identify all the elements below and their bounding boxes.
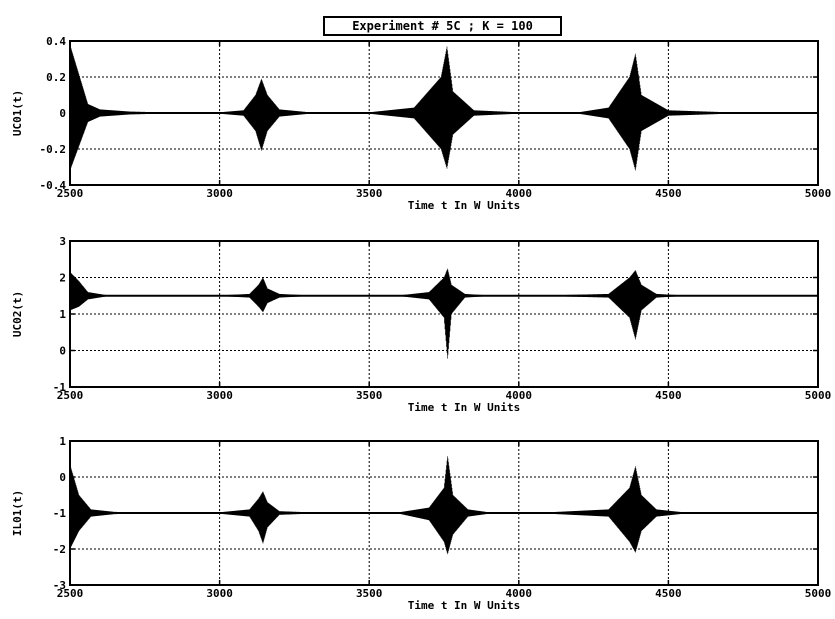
y-tick-label: 2 bbox=[59, 272, 66, 285]
y-tick-label: -0.4 bbox=[40, 179, 67, 192]
x-axis-label: Time t In W Units bbox=[408, 401, 521, 414]
y-tick-label: -2 bbox=[53, 543, 66, 556]
y-tick-label: 0.4 bbox=[46, 35, 66, 48]
chart-panel-3: 2500 3000 3500 4000 4500 5000 -3 -2 -1 0 1 Time t I… bbox=[11, 435, 831, 612]
x-tick-label: 4500 bbox=[655, 389, 682, 402]
x-tick-label: 2500 bbox=[57, 389, 84, 402]
y-tick-label: -0.2 bbox=[40, 143, 67, 156]
series-line bbox=[69, 456, 819, 555]
y-tick-label: 0.2 bbox=[46, 71, 66, 84]
y-tick-label: 0 bbox=[59, 107, 66, 120]
y-axis-label: UC01(t) bbox=[11, 90, 24, 136]
x-axis-label: Time t In W Units bbox=[408, 599, 521, 612]
y-tick-label: -1 bbox=[53, 507, 67, 520]
y-tick-label: 1 bbox=[59, 435, 66, 448]
x-tick-label: 5000 bbox=[805, 587, 832, 600]
x-tick-label: 3000 bbox=[206, 389, 233, 402]
x-tick-label: 3500 bbox=[356, 187, 383, 200]
chart-panel-1: 2500 3000 3500 4000 4500 5000 -0.4 -0.2 0 0.2 0.4 T… bbox=[11, 35, 831, 212]
chart-panel-2: 2500 3000 3500 4000 4500 5000 -1 0 1 2 3 Time t In … bbox=[11, 235, 831, 414]
y-tick-label: -3 bbox=[53, 579, 66, 592]
x-tick-label: 4000 bbox=[506, 587, 533, 600]
x-tick-label: 2500 bbox=[57, 587, 84, 600]
x-tick-label: 4500 bbox=[655, 587, 682, 600]
x-axis-label: Time t In W Units bbox=[408, 199, 521, 212]
y-tick-label: 3 bbox=[59, 235, 66, 248]
x-tick-label: 5000 bbox=[805, 187, 832, 200]
x-tick-label: 4000 bbox=[506, 389, 533, 402]
x-tick-label: 3000 bbox=[206, 587, 233, 600]
x-tick-label: 4500 bbox=[655, 187, 682, 200]
x-tick-label: 3500 bbox=[356, 587, 383, 600]
y-tick-label: 0 bbox=[59, 471, 66, 484]
x-tick-label: 3500 bbox=[356, 389, 383, 402]
y-axis-label: IL01(t) bbox=[11, 490, 24, 536]
series-line bbox=[69, 44, 819, 171]
x-tick-label: 5000 bbox=[805, 389, 832, 402]
x-tick-label: 2500 bbox=[57, 187, 84, 200]
x-tick-label: 4000 bbox=[506, 187, 533, 200]
y-axis-label: UC02(t) bbox=[11, 291, 24, 337]
y-tick-label: -1 bbox=[53, 381, 67, 394]
x-tick-label: 3000 bbox=[206, 187, 233, 200]
y-tick-label: 0 bbox=[59, 345, 66, 358]
y-tick-label: 1 bbox=[59, 308, 66, 321]
chart-title: Experiment # 5C ; K = 100 bbox=[323, 16, 562, 36]
